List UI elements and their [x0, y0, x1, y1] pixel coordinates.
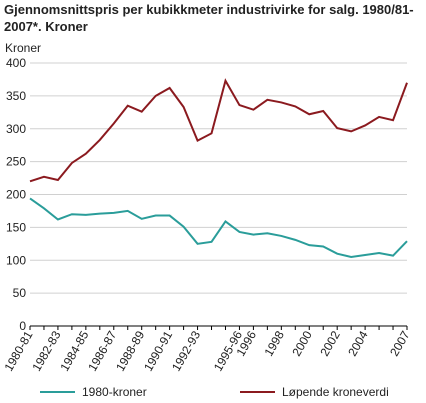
- y-axis-label: Kroner: [5, 41, 41, 55]
- y-tick-label: 300: [6, 122, 26, 136]
- chart-title: Gjennomsnittspris per kubikkmeter indust…: [4, 2, 414, 17]
- data-line: [29, 197, 408, 258]
- data-line: [29, 78, 408, 183]
- x-tick-label: 2004: [345, 328, 371, 358]
- x-tick-label: 2000: [289, 328, 315, 358]
- x-tick-label: 2007: [387, 328, 413, 358]
- y-tick-label: 50: [13, 286, 27, 300]
- chart-title: 2007*. Kroner: [4, 19, 88, 34]
- x-tick-label: 1998: [261, 328, 287, 358]
- x-tick-label: 2002: [317, 328, 343, 358]
- y-tick-label: 100: [6, 253, 26, 267]
- y-tick-label: 350: [6, 89, 26, 103]
- y-tick-label: 400: [6, 56, 26, 70]
- legend-label: Løpende kroneverdi: [282, 385, 389, 399]
- y-tick-label: 200: [6, 188, 26, 202]
- y-tick-label: 0: [19, 319, 26, 333]
- legend-label: 1980-kroner: [82, 385, 147, 399]
- y-tick-label: 150: [6, 220, 26, 234]
- y-tick-label: 250: [6, 155, 26, 169]
